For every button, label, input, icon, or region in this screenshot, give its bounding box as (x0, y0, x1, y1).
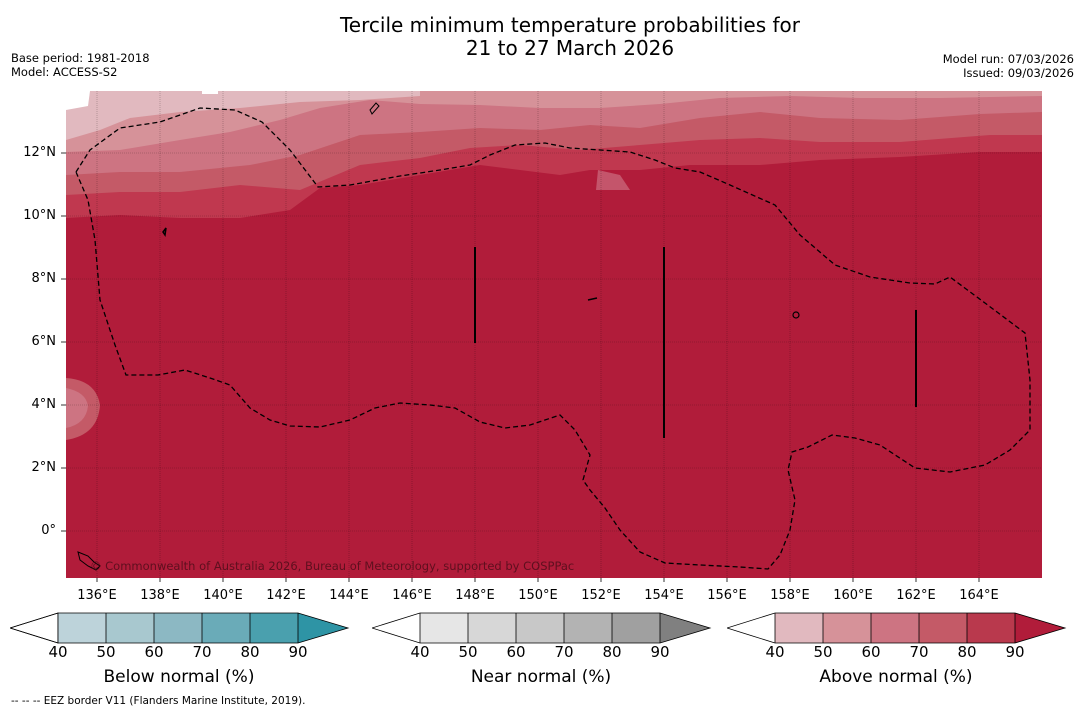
x-tick-label: 152°E (581, 588, 621, 603)
y-tick-label: 0° (41, 523, 56, 538)
cb-tick: 40 (410, 643, 430, 661)
issued-date: Issued: 09/03/2026 (963, 66, 1074, 80)
x-tick-label: 138°E (140, 588, 180, 603)
cb-seg (919, 613, 967, 643)
y-axis-tickmarks (61, 152, 66, 532)
cb-seg (372, 613, 420, 643)
cb-tick: 80 (602, 643, 622, 661)
cb-seg (10, 612, 59, 644)
cb-seg (660, 613, 710, 643)
cb-seg (250, 613, 298, 643)
band-top (66, 91, 420, 140)
cb-seg (58, 613, 106, 643)
y-tick-label: 12°N (23, 145, 56, 160)
above-normal-label: Above normal (%) (819, 667, 973, 687)
map-fill (66, 91, 1042, 578)
cb-seg (967, 613, 1015, 643)
cb-tick: 40 (48, 643, 68, 661)
graticule (66, 91, 1042, 578)
y-tick-label: 2°N (31, 460, 57, 475)
cb-seg (775, 613, 823, 643)
y-tick-label: 10°N (23, 208, 56, 223)
eez-border (75, 107, 1031, 570)
title-line-2: 21 to 27 March 2026 (465, 36, 675, 60)
x-axis-tickmarks (96, 578, 980, 582)
cb-seg (468, 613, 516, 643)
model-name: Model: ACCESS-S2 (11, 65, 118, 79)
cb-seg (727, 613, 775, 643)
colorbar-below (10, 612, 350, 644)
x-tick-label: 164°E (959, 588, 999, 603)
y-tick-label: 8°N (31, 271, 57, 286)
cb-tick: 90 (288, 643, 308, 661)
x-tick-label: 148°E (455, 588, 495, 603)
band-80 (66, 91, 1042, 175)
x-tick-label: 160°E (833, 588, 873, 603)
cb-tick: 60 (144, 643, 164, 661)
meta-left: Base period: 1981-2018 Model: ACCESS-S2 (11, 51, 150, 79)
cb-seg (823, 613, 871, 643)
white-corner (66, 91, 90, 110)
near-normal-label: Near normal (%) (470, 667, 612, 687)
x-tick-label: 154°E (644, 588, 684, 603)
copyright-text: © Commonwealth of Australia 2026, Bureau… (90, 559, 574, 573)
colorbar-above (727, 612, 1067, 644)
cb-seg (420, 613, 468, 643)
x-tick-label: 156°E (707, 588, 747, 603)
cb-seg (612, 613, 660, 643)
cb-tick: 40 (765, 643, 785, 661)
x-tick-label: 150°E (518, 588, 558, 603)
x-tick-label: 136°E (77, 588, 117, 603)
cb-seg (298, 613, 348, 643)
model-run: Model run: 07/03/2026 (942, 52, 1074, 66)
cb-tick: 50 (813, 643, 833, 661)
cb-seg (516, 613, 564, 643)
base-period: Base period: 1981-2018 (11, 51, 150, 65)
x-tick-label: 140°E (203, 588, 243, 603)
cb-seg (154, 613, 202, 643)
x-tick-label: 146°E (392, 588, 432, 603)
below-normal-label: Below normal (%) (103, 667, 255, 687)
cb-seg (202, 613, 250, 643)
cb-tick: 80 (957, 643, 977, 661)
y-tick-label: 4°N (31, 397, 57, 412)
cb-tick: 60 (861, 643, 881, 661)
cb-tick: 60 (506, 643, 526, 661)
cb-tick: 90 (650, 643, 670, 661)
cb-seg (871, 613, 919, 643)
cb-tick: 50 (458, 643, 478, 661)
cb-tick: 70 (554, 643, 574, 661)
y-tick-label: 6°N (31, 334, 57, 349)
colorbar-near (372, 612, 712, 644)
title-line-1: Tercile minimum temperature probabilitie… (339, 13, 801, 37)
cb-seg (564, 613, 612, 643)
x-tick-label: 142°E (266, 588, 306, 603)
footer-note: -- -- -- EEZ border V11 (Flanders Marine… (11, 695, 306, 707)
cb-tick: 70 (192, 643, 212, 661)
band-90 (66, 91, 1042, 152)
cb-seg (106, 613, 154, 643)
x-tick-label: 162°E (896, 588, 936, 603)
cb-tick: 80 (240, 643, 260, 661)
cb-seg (1015, 613, 1065, 643)
meta-right: Model run: 07/03/2026 Issued: 09/03/2026 (943, 52, 1074, 80)
island-lines (77, 102, 917, 571)
x-tick-label: 144°E (329, 588, 369, 603)
cb-tick: 50 (96, 643, 116, 661)
cb-tick: 90 (1005, 643, 1025, 661)
cb-tick: 70 (909, 643, 929, 661)
x-tick-label: 158°E (770, 588, 810, 603)
